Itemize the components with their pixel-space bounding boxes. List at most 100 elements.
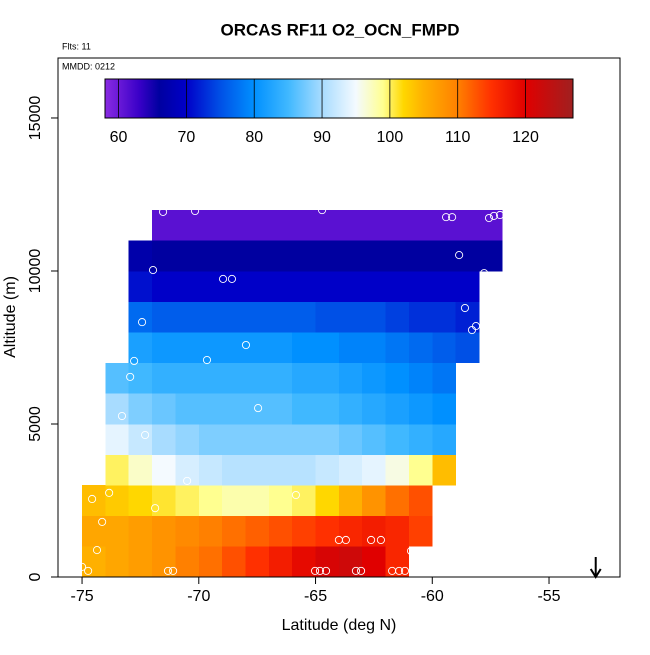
observation-point [138,318,147,327]
heat-cell [152,393,176,425]
annotation: Flts: 11 [62,41,91,51]
heat-cell [362,240,386,272]
colorbar [104,78,574,119]
heat-cell [338,485,363,517]
heat-cell [175,454,200,486]
heat-cell [408,240,433,272]
heat-cell [198,240,223,272]
heat-cell [362,546,386,578]
heat-cell [105,423,130,455]
heat-cell [245,301,270,333]
heat-cell [315,393,340,425]
heat-cell [408,332,433,364]
observation-point [227,274,236,283]
heat-cell [245,332,270,364]
heat-cell [292,546,316,578]
heat-cell [152,362,176,394]
heat-cell [432,240,456,272]
observation-point [318,206,327,215]
heat-cell [175,515,200,547]
heat-cell [245,209,270,241]
heat-cell [152,515,176,547]
annotation: MMDD: 0212 [62,61,115,71]
heat-cell [222,332,246,364]
heat-cell [198,423,223,455]
heat-cell [268,423,293,455]
observation-point [480,269,489,278]
heat-cell [385,393,410,425]
observation-point [460,303,470,313]
heat-cell [292,270,316,302]
heat-cell [175,485,200,517]
y-axis-label: Altitude (m) [2,276,19,358]
heat-cell [338,240,363,272]
heat-cell [175,393,200,425]
heat-cell [198,270,223,302]
heat-cell [152,332,176,364]
heat-cell [268,515,293,547]
heat-cell [292,485,316,517]
heat-cell [128,240,153,272]
observation-point [151,504,160,513]
heat-cell [385,423,410,455]
observation-point [84,566,93,575]
observation-point [448,213,457,222]
colorbar-tick-label: 60 [110,129,128,146]
heat-cell [338,423,363,455]
heat-cell [315,332,340,364]
heat-cell [338,332,363,364]
heat-cell [338,301,363,333]
heat-cell [385,240,410,272]
heat-cell [408,485,433,517]
heat-cell [175,240,200,272]
observation-point [130,356,139,366]
heat-cell [292,301,316,333]
heat-cell [362,270,386,302]
heat-cell [222,485,246,517]
heat-cell [175,423,200,455]
heat-cell [385,454,410,486]
observation-point [467,325,477,335]
heat-cell [315,546,340,578]
heat-cell [362,515,386,547]
observation-point [455,251,464,260]
heat-cell [385,332,410,364]
heat-cell [432,393,456,425]
heat-cell [198,393,223,425]
observation-point [219,274,228,283]
heat-cell [292,332,316,364]
heat-cell [362,301,386,333]
heat-cell [128,301,153,333]
heat-cell [292,240,316,272]
observation-point [367,535,376,545]
heat-cell [455,209,480,241]
x-tick-label: -60 [421,588,444,605]
heat-cell [222,362,246,394]
observation-point [291,490,300,500]
heat-cell [455,332,480,364]
heat-cell [408,515,433,547]
heat-cell [338,362,363,394]
observation-point [141,430,150,440]
heat-cell [385,270,410,302]
y-tick-label: 10000 [27,249,44,294]
heat-cell [245,454,270,486]
observation-point [183,476,192,485]
heat-cell [338,454,363,486]
heat-cell [82,546,106,578]
heat-cell [455,270,480,302]
heat-cell [338,270,363,302]
heat-cell [315,270,340,302]
observation-point [254,404,263,413]
observation-point [495,210,505,220]
observation-point [321,566,331,575]
heat-cell [245,515,270,547]
observation-point [98,517,107,526]
heat-cell [222,454,246,486]
x-tick-label: -55 [537,588,560,605]
observation-point [159,207,168,216]
heat-cell [198,485,223,517]
heat-cell [432,301,456,333]
heat-cell [338,546,363,578]
